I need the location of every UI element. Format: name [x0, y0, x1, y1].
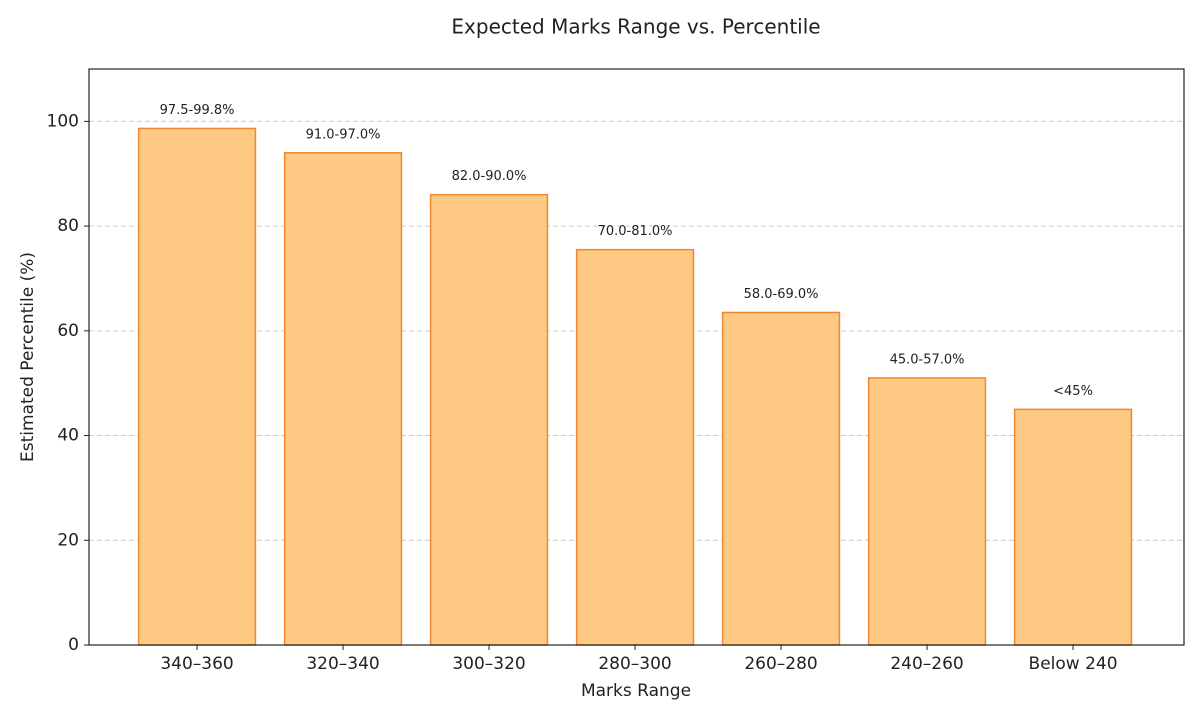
x-tick-label: Below 240	[1029, 654, 1118, 674]
value-label: 97.5-99.8%	[160, 103, 235, 118]
bar	[867, 377, 987, 646]
value-label: 82.0-90.0%	[452, 169, 527, 184]
x-tick-label: 240–260	[890, 654, 963, 674]
y-tick-label: 0	[68, 635, 79, 655]
x-tick-label: 280–300	[598, 654, 671, 674]
x-tick-label: 340–360	[160, 654, 233, 674]
value-label: 58.0-69.0%	[744, 287, 819, 302]
chart-title: Expected Marks Range vs. Percentile	[451, 15, 820, 39]
bar	[429, 193, 549, 646]
bar	[283, 152, 403, 646]
plot-frame	[88, 68, 1185, 646]
x-axis-label: Marks Range	[581, 681, 691, 701]
y-tick-label: 40	[57, 426, 79, 446]
y-tick-label: 20	[57, 530, 79, 550]
y-axis-label: Estimated Percentile (%)	[18, 252, 38, 462]
value-label: 91.0-97.0%	[306, 127, 381, 142]
value-label: 70.0-81.0%	[598, 224, 673, 239]
x-tick-label: 320–340	[306, 654, 379, 674]
x-tick-label: 260–280	[744, 654, 817, 674]
y-tick-label: 60	[57, 321, 79, 341]
x-tick-label: 300–320	[452, 654, 525, 674]
bar	[721, 311, 841, 646]
y-tick-label: 80	[57, 216, 79, 236]
bar	[137, 127, 257, 646]
value-label: <45%	[1053, 384, 1093, 399]
y-tick-label: 100	[47, 111, 79, 131]
bar	[575, 248, 695, 646]
bar	[1013, 408, 1133, 646]
value-label: 45.0-57.0%	[890, 352, 965, 367]
